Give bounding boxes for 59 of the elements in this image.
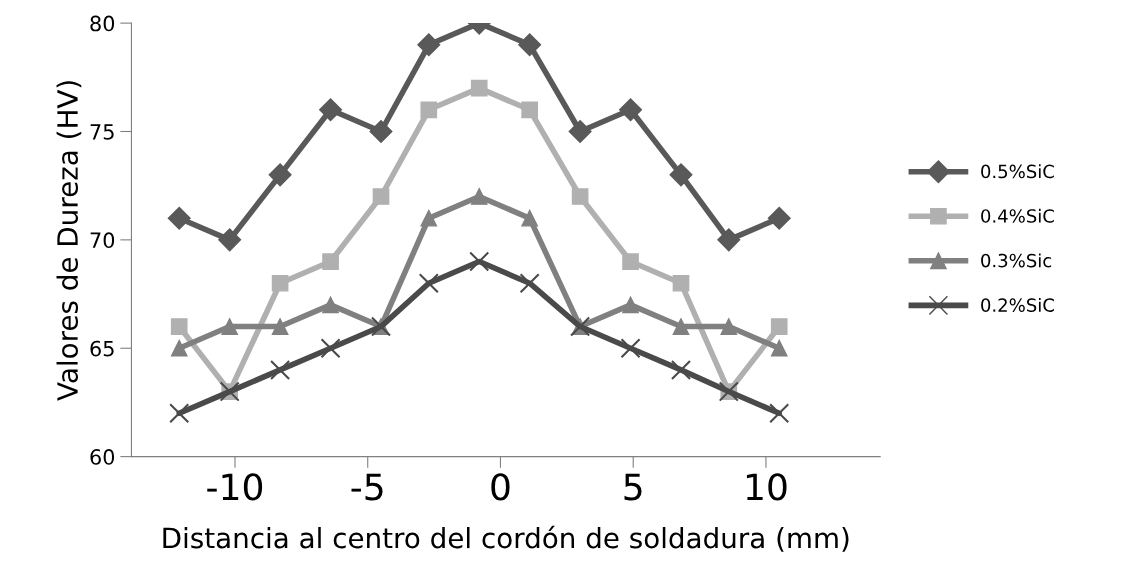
- x-tick-label: 5: [624, 473, 642, 501]
- point: [270, 359, 291, 380]
- point: [369, 119, 393, 143]
- legend-label: 0.5%SiC: [981, 164, 1054, 179]
- point: [767, 206, 791, 230]
- point: [170, 339, 188, 357]
- legend-label: 0.2%SiC: [981, 297, 1054, 312]
- point: [672, 274, 690, 292]
- x-tick-label: -10: [207, 473, 263, 501]
- point: [319, 98, 343, 122]
- point: [622, 296, 639, 314]
- point: [218, 228, 242, 252]
- point: [372, 188, 390, 205]
- point: [470, 79, 488, 97]
- point: [720, 318, 738, 335]
- point: [619, 98, 643, 122]
- point: [320, 338, 341, 359]
- point: [322, 296, 339, 314]
- point: [167, 206, 191, 230]
- point: [418, 273, 439, 294]
- point: [221, 318, 239, 335]
- point: [770, 318, 788, 335]
- x-tick-label: 10: [746, 473, 787, 501]
- x-axis-title: Distancia al centro del cordón de soldadura (mm): [163, 525, 849, 552]
- point: [170, 318, 188, 335]
- point: [571, 188, 589, 205]
- point: [271, 274, 289, 292]
- point: [322, 253, 339, 270]
- y-tick-label: 80: [90, 15, 115, 32]
- point: [717, 228, 741, 252]
- point: [670, 359, 692, 380]
- point: [417, 33, 441, 57]
- point: [469, 251, 490, 272]
- point: [620, 338, 641, 359]
- point: [770, 339, 788, 357]
- point: [271, 318, 289, 335]
- point: [519, 273, 540, 294]
- legend-label: 0.4%SiC: [981, 208, 1054, 223]
- point: [521, 101, 539, 119]
- point: [622, 253, 639, 270]
- point: [268, 163, 292, 187]
- point: [169, 403, 190, 424]
- point: [769, 403, 790, 424]
- legend-label: 0.3%Sic: [981, 253, 1052, 268]
- point: [518, 33, 542, 57]
- point: [420, 209, 438, 227]
- y-tick-label: 60: [90, 449, 115, 465]
- point: [669, 163, 693, 187]
- point: [420, 101, 438, 119]
- y-tick-label: 75: [90, 124, 114, 140]
- point: [672, 318, 690, 335]
- x-tick-label: -5: [351, 473, 383, 501]
- y-tick-label: 70: [90, 232, 115, 249]
- y-axis-title: Valores de Dureza (HV): [56, 81, 82, 401]
- x-tick-label: 0: [491, 473, 510, 501]
- point: [568, 119, 592, 143]
- y-tick-label: 65: [90, 340, 114, 357]
- point: [521, 209, 539, 227]
- point: [470, 188, 488, 205]
